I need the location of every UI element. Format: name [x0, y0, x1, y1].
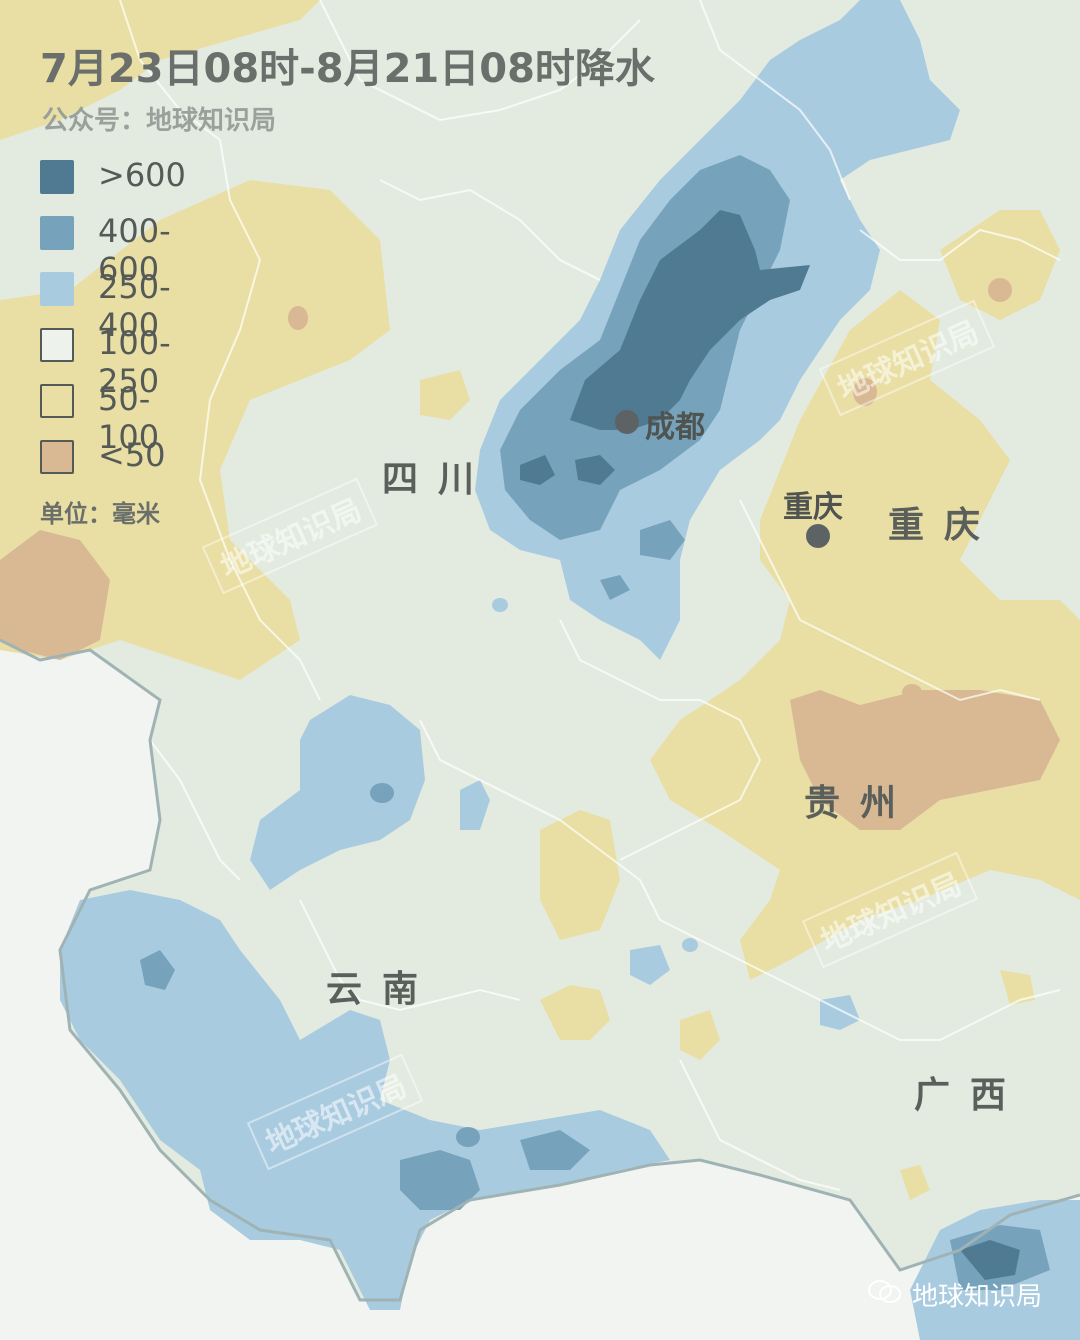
map-subtitle: 公众号：地球知识局 — [42, 106, 277, 136]
precip-zones-50-100 — [0, 0, 1080, 1200]
legend-swatch-100-250 — [40, 328, 74, 362]
legend-label: 100-250 — [98, 324, 171, 400]
wechat-icon — [868, 1280, 901, 1303]
unit-label: 单位：毫米 — [40, 500, 160, 528]
region-label-chongqing: 重庆 — [888, 505, 1001, 546]
credit-text: 地球知识局 — [912, 1282, 1043, 1312]
precip-zones-gt-600 — [520, 210, 1020, 1280]
legend-swatch-250-400 — [40, 272, 74, 306]
legend-swatch-400-600 — [40, 216, 74, 250]
legend-swatch-50-100 — [40, 384, 74, 418]
boundary-lines — [119, 0, 1061, 1191]
city-marker-chongqing — [806, 524, 830, 548]
region-label-sichuan: 四川 — [382, 459, 495, 500]
legend-swatch-lt-50 — [40, 440, 74, 474]
legend-label: 250-400 — [98, 268, 171, 344]
region-label-guizhou: 贵州 — [804, 783, 917, 824]
city-label-chongqing: 重庆 — [783, 490, 843, 525]
country-boundary — [0, 638, 1080, 1302]
legend-label: 400-600 — [98, 212, 171, 288]
legend-label: <50 — [98, 436, 166, 474]
city-marker-chengdu — [615, 410, 639, 434]
city-label-chengdu: 成都 — [645, 410, 705, 445]
legend-label: >600 — [98, 156, 186, 194]
region-label-guangxi: 广西 — [914, 1075, 1027, 1116]
region-label-yunnan: 云南 — [326, 969, 439, 1010]
legend-swatch-gt-600 — [40, 160, 74, 194]
legend-label: 50-100 — [98, 380, 160, 456]
precip-zones-lt-50 — [0, 278, 1060, 830]
map-title: 7月23日08时-8月21日08时降水 — [40, 46, 655, 92]
